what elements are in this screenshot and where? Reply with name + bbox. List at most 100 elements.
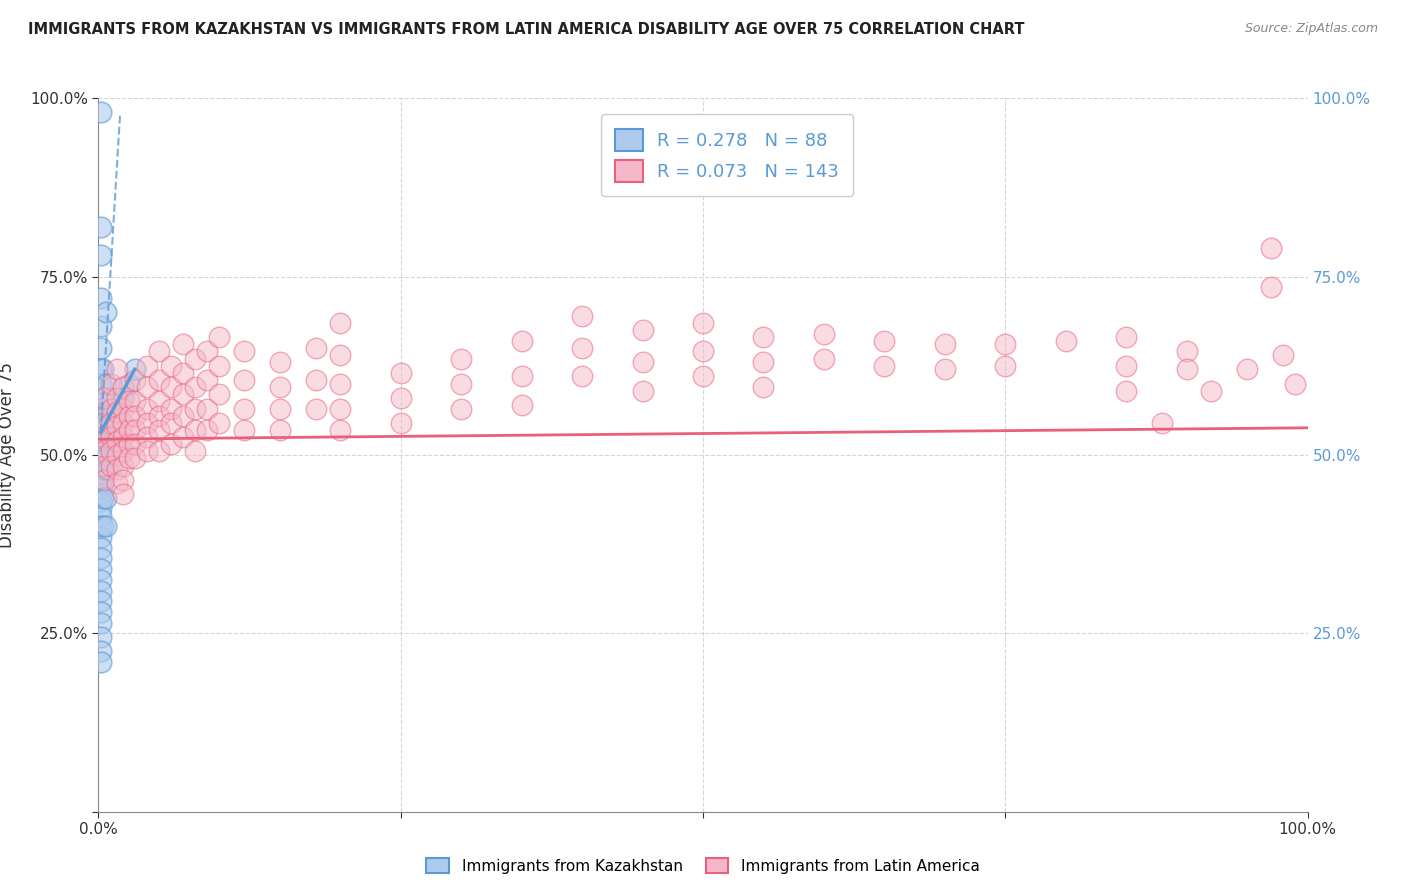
Point bbox=[1115, 384, 1137, 398]
Point bbox=[1284, 376, 1306, 391]
Point bbox=[118, 423, 141, 437]
Point bbox=[90, 437, 112, 451]
Point bbox=[631, 323, 654, 337]
Point bbox=[94, 519, 117, 533]
Point bbox=[752, 380, 775, 394]
Point bbox=[184, 423, 207, 437]
Point bbox=[752, 330, 775, 344]
Point bbox=[90, 376, 112, 391]
Point bbox=[93, 458, 115, 473]
Point bbox=[90, 605, 112, 619]
Point bbox=[90, 451, 112, 466]
Point bbox=[148, 373, 170, 387]
Point bbox=[813, 351, 835, 366]
Point bbox=[111, 430, 134, 444]
Point bbox=[100, 401, 122, 416]
Point bbox=[90, 319, 112, 334]
Point bbox=[184, 401, 207, 416]
Point bbox=[118, 394, 141, 409]
Point bbox=[94, 491, 117, 505]
Point bbox=[934, 337, 956, 351]
Point bbox=[90, 494, 112, 508]
Point bbox=[111, 444, 134, 458]
Point bbox=[105, 462, 128, 476]
Point bbox=[184, 351, 207, 366]
Point bbox=[90, 480, 112, 494]
Point bbox=[111, 487, 134, 501]
Legend: R = 0.278   N = 88, R = 0.073   N = 143: R = 0.278 N = 88, R = 0.073 N = 143 bbox=[600, 114, 853, 196]
Point bbox=[105, 419, 128, 434]
Point bbox=[232, 401, 254, 416]
Point bbox=[90, 594, 112, 608]
Point bbox=[90, 248, 112, 262]
Point bbox=[172, 337, 194, 351]
Point bbox=[90, 466, 112, 480]
Point bbox=[105, 434, 128, 448]
Point bbox=[172, 387, 194, 401]
Point bbox=[269, 423, 291, 437]
Point bbox=[148, 394, 170, 409]
Point bbox=[90, 219, 112, 234]
Point bbox=[124, 409, 146, 423]
Point bbox=[100, 458, 122, 473]
Point bbox=[105, 405, 128, 419]
Point bbox=[305, 373, 328, 387]
Point bbox=[100, 376, 122, 391]
Point bbox=[100, 430, 122, 444]
Legend: Immigrants from Kazakhstan, Immigrants from Latin America: Immigrants from Kazakhstan, Immigrants f… bbox=[420, 852, 986, 880]
Point bbox=[101, 434, 124, 448]
Point bbox=[91, 462, 114, 476]
Point bbox=[90, 105, 112, 120]
Point bbox=[305, 401, 328, 416]
Point bbox=[1054, 334, 1077, 348]
Point bbox=[111, 458, 134, 473]
Point bbox=[232, 344, 254, 359]
Point bbox=[1152, 416, 1174, 430]
Point bbox=[90, 444, 112, 458]
Point bbox=[135, 380, 157, 394]
Point bbox=[90, 341, 112, 355]
Point bbox=[94, 448, 117, 462]
Point bbox=[94, 462, 117, 476]
Point bbox=[90, 530, 112, 544]
Point bbox=[994, 337, 1017, 351]
Point bbox=[148, 344, 170, 359]
Point bbox=[105, 362, 128, 376]
Point bbox=[269, 380, 291, 394]
Point bbox=[90, 541, 112, 555]
Point bbox=[450, 401, 472, 416]
Point bbox=[135, 416, 157, 430]
Point bbox=[90, 573, 112, 587]
Point bbox=[90, 291, 112, 305]
Point bbox=[90, 362, 112, 376]
Point bbox=[91, 476, 114, 491]
Text: IMMIGRANTS FROM KAZAKHSTAN VS IMMIGRANTS FROM LATIN AMERICA DISABILITY AGE OVER : IMMIGRANTS FROM KAZAKHSTAN VS IMMIGRANTS… bbox=[28, 22, 1025, 37]
Point bbox=[118, 376, 141, 391]
Point bbox=[90, 412, 112, 426]
Point bbox=[91, 519, 114, 533]
Point bbox=[135, 444, 157, 458]
Point bbox=[100, 391, 122, 405]
Point bbox=[450, 351, 472, 366]
Point bbox=[389, 416, 412, 430]
Point bbox=[389, 391, 412, 405]
Point bbox=[94, 376, 117, 391]
Point bbox=[1272, 348, 1295, 362]
Point bbox=[93, 430, 115, 444]
Point bbox=[873, 359, 896, 373]
Point bbox=[571, 309, 593, 323]
Point bbox=[91, 491, 114, 505]
Point bbox=[631, 384, 654, 398]
Point bbox=[631, 355, 654, 369]
Point bbox=[111, 401, 134, 416]
Point bbox=[160, 437, 183, 451]
Point bbox=[90, 551, 112, 566]
Point bbox=[389, 366, 412, 380]
Point bbox=[160, 401, 183, 416]
Point bbox=[90, 630, 112, 644]
Point bbox=[1199, 384, 1222, 398]
Point bbox=[1115, 330, 1137, 344]
Point bbox=[813, 326, 835, 341]
Point bbox=[208, 330, 231, 344]
Point bbox=[1236, 362, 1258, 376]
